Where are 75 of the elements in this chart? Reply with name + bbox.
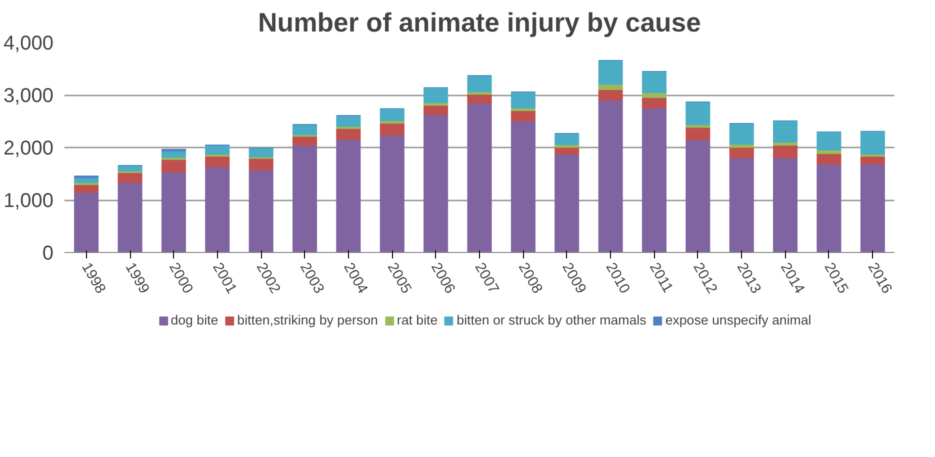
bar (74, 184, 99, 193)
bar (205, 145, 230, 155)
bar (686, 102, 710, 126)
legend-label: dog bite (170, 312, 218, 328)
bar (161, 150, 186, 158)
bar (816, 164, 842, 252)
bar (118, 165, 142, 172)
bar (467, 94, 492, 104)
bar (598, 60, 623, 85)
bar (729, 144, 754, 148)
legend-label: bitten,striking by person (237, 312, 378, 328)
bar (205, 154, 230, 157)
bar (816, 132, 842, 150)
chart-title: Number of animate injury by cause (258, 8, 701, 38)
bar (642, 92, 666, 98)
bar (248, 148, 274, 158)
bar (729, 123, 754, 145)
bar (336, 139, 361, 252)
bar (598, 100, 623, 252)
bar (773, 158, 798, 252)
bar (554, 154, 580, 252)
bar (773, 120, 798, 142)
bar (336, 115, 361, 127)
bar (161, 159, 186, 172)
bar (161, 172, 186, 252)
y-tick-label: 1,000 (3, 190, 54, 212)
bar (510, 110, 536, 122)
bar (773, 145, 798, 158)
legend-label: bitten or struck by other mamals (456, 312, 646, 328)
bar (380, 108, 404, 121)
bar (860, 154, 885, 157)
bar (74, 192, 99, 252)
bar (860, 164, 885, 252)
bar (118, 182, 142, 252)
bar (642, 97, 666, 108)
y-tick-label: 3,000 (3, 85, 54, 107)
bar (554, 144, 580, 148)
y-tick-label: 2,000 (3, 138, 54, 160)
bar (424, 87, 448, 104)
bar (292, 124, 318, 136)
legend-label: expose unspecify animal (665, 312, 812, 328)
bar (860, 130, 885, 155)
bar (380, 123, 404, 136)
bar (118, 172, 142, 183)
bar (467, 75, 492, 92)
bar (336, 128, 361, 140)
bar (729, 158, 754, 252)
bar (510, 92, 536, 108)
bar (554, 133, 580, 146)
bar (74, 176, 99, 178)
bar (510, 121, 536, 252)
bar (292, 136, 318, 146)
bar (380, 135, 404, 252)
bar (729, 147, 754, 158)
bar (860, 156, 885, 165)
bar (248, 158, 274, 170)
bar (205, 156, 230, 168)
bar (161, 148, 186, 152)
bar (248, 170, 274, 252)
bar (467, 103, 492, 252)
y-tick-label: 0 (42, 242, 54, 264)
legend-label: rat bite (396, 312, 438, 328)
bar (686, 140, 710, 252)
bar (424, 105, 448, 116)
bar (598, 90, 623, 100)
bar (292, 145, 318, 252)
bar (642, 71, 666, 94)
bar (205, 166, 230, 252)
bar (816, 154, 842, 165)
bar (642, 108, 666, 252)
bar (467, 92, 492, 95)
bar (686, 127, 710, 140)
y-tick-label: 4,000 (3, 32, 54, 54)
bar (424, 102, 448, 106)
bar (424, 114, 448, 252)
